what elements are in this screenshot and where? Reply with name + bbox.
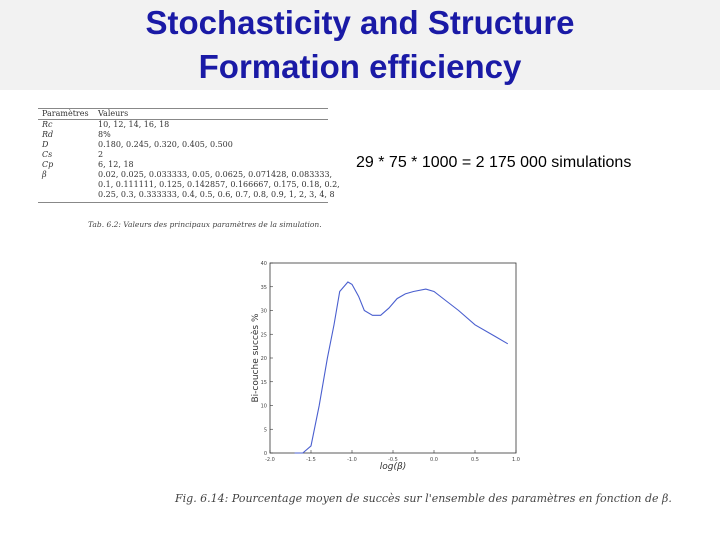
figure-caption: Fig. 6.14: Pourcentage moyen de succès s… [175,492,672,505]
x-tick-label: -2.0 [265,457,275,463]
table-cell-param: Rc [42,120,53,129]
table-cell-value: 2 [98,150,104,159]
chart-frame [269,262,517,454]
y-axis-label: Bi-couche succès % [250,313,261,403]
table-header-row: Paramètres Valeurs [38,109,328,119]
table-cell-value: 0.180, 0.245, 0.320, 0.405, 0.500 [98,140,233,149]
y-tick-label: 25 [261,332,267,338]
x-tick-label: -0.5 [388,457,398,463]
y-tick-label: 15 [261,380,267,386]
table-cell-param: D [42,140,49,149]
table-row: Rd 8% [38,130,328,140]
success-rate-chart: 0 5 10 15 20 25 30 35 40 -2.0 -1.5 -1.0 -0.5 0.0 0.5 1… [250,261,520,472]
slide-title-line-1: Stochasticity and Structure [145,4,575,41]
table-row: Rc 10, 12, 14, 16, 18 [38,120,328,130]
table-cell-value: 6, 12, 18 [98,160,134,169]
table-cell-param: β [42,170,47,179]
x-tick-label: 0.5 [471,457,479,463]
x-tick-label: 0.0 [430,457,438,463]
title-band [0,0,720,90]
table-cell-param: Rd [42,130,54,139]
y-tick-label: 35 [261,285,267,291]
x-tick-label: 1.0 [512,457,520,463]
table-cell-value: 8% [98,130,111,139]
y-tick-label: 5 [264,427,267,433]
table-cell-value: 0.25, 0.3, 0.333333, 0.4, 0.5, 0.6, 0.7,… [98,190,335,199]
y-tick-label: 10 [261,404,267,410]
table-caption: Tab. 6.2: Valeurs des principaux paramèt… [88,220,322,229]
y-tick-label: 20 [261,356,267,362]
x-axis-ticks: -2.0 -1.5 -1.0 -0.5 0.0 0.5 1.0 [265,450,520,463]
x-tick-label: -1.0 [347,457,357,463]
slide-title-line-2: Formation efficiency [198,48,522,85]
table-cell-param: Cs [42,150,53,159]
table-cell-value: 0.02, 0.025, 0.033333, 0.05, 0.0625, 0.0… [98,170,333,179]
table-header-valeurs: Valeurs [98,109,129,118]
table-cell-value: 10, 12, 14, 16, 18 [98,120,170,129]
simulation-count-text: 29 * 75 * 1000 = 2 175 000 simulations [356,154,632,171]
table-row: Cp 6, 12, 18 [38,160,328,170]
series-line [294,281,509,454]
table-header-rule [38,119,328,120]
table-row: β 0.02, 0.025, 0.033333, 0.05, 0.0625, 0… [38,170,332,180]
table-row: 0.25, 0.3, 0.333333, 0.4, 0.5, 0.6, 0.7,… [38,190,335,200]
table-header-parametres: Paramètres [42,109,89,118]
table-row: Cs 2 [38,150,328,160]
y-tick-label: 30 [261,309,267,315]
x-tick-label: -1.5 [306,457,316,463]
y-tick-label: 0 [264,451,267,457]
table-top-rule [38,108,328,109]
table-row: 0.1, 0.111111, 0.125, 0.142857, 0.166667… [38,180,340,190]
y-tick-label: 40 [261,261,267,267]
x-axis-label: log(β) [380,462,407,472]
table-row: D 0.180, 0.245, 0.320, 0.405, 0.500 [38,140,328,150]
table-bottom-rule [38,202,328,203]
table-cell-value: 0.1, 0.111111, 0.125, 0.142857, 0.166667… [98,180,340,189]
table-cell-param: Cp [42,160,54,169]
y-axis-ticks: 0 5 10 15 20 25 30 35 40 [261,261,273,457]
